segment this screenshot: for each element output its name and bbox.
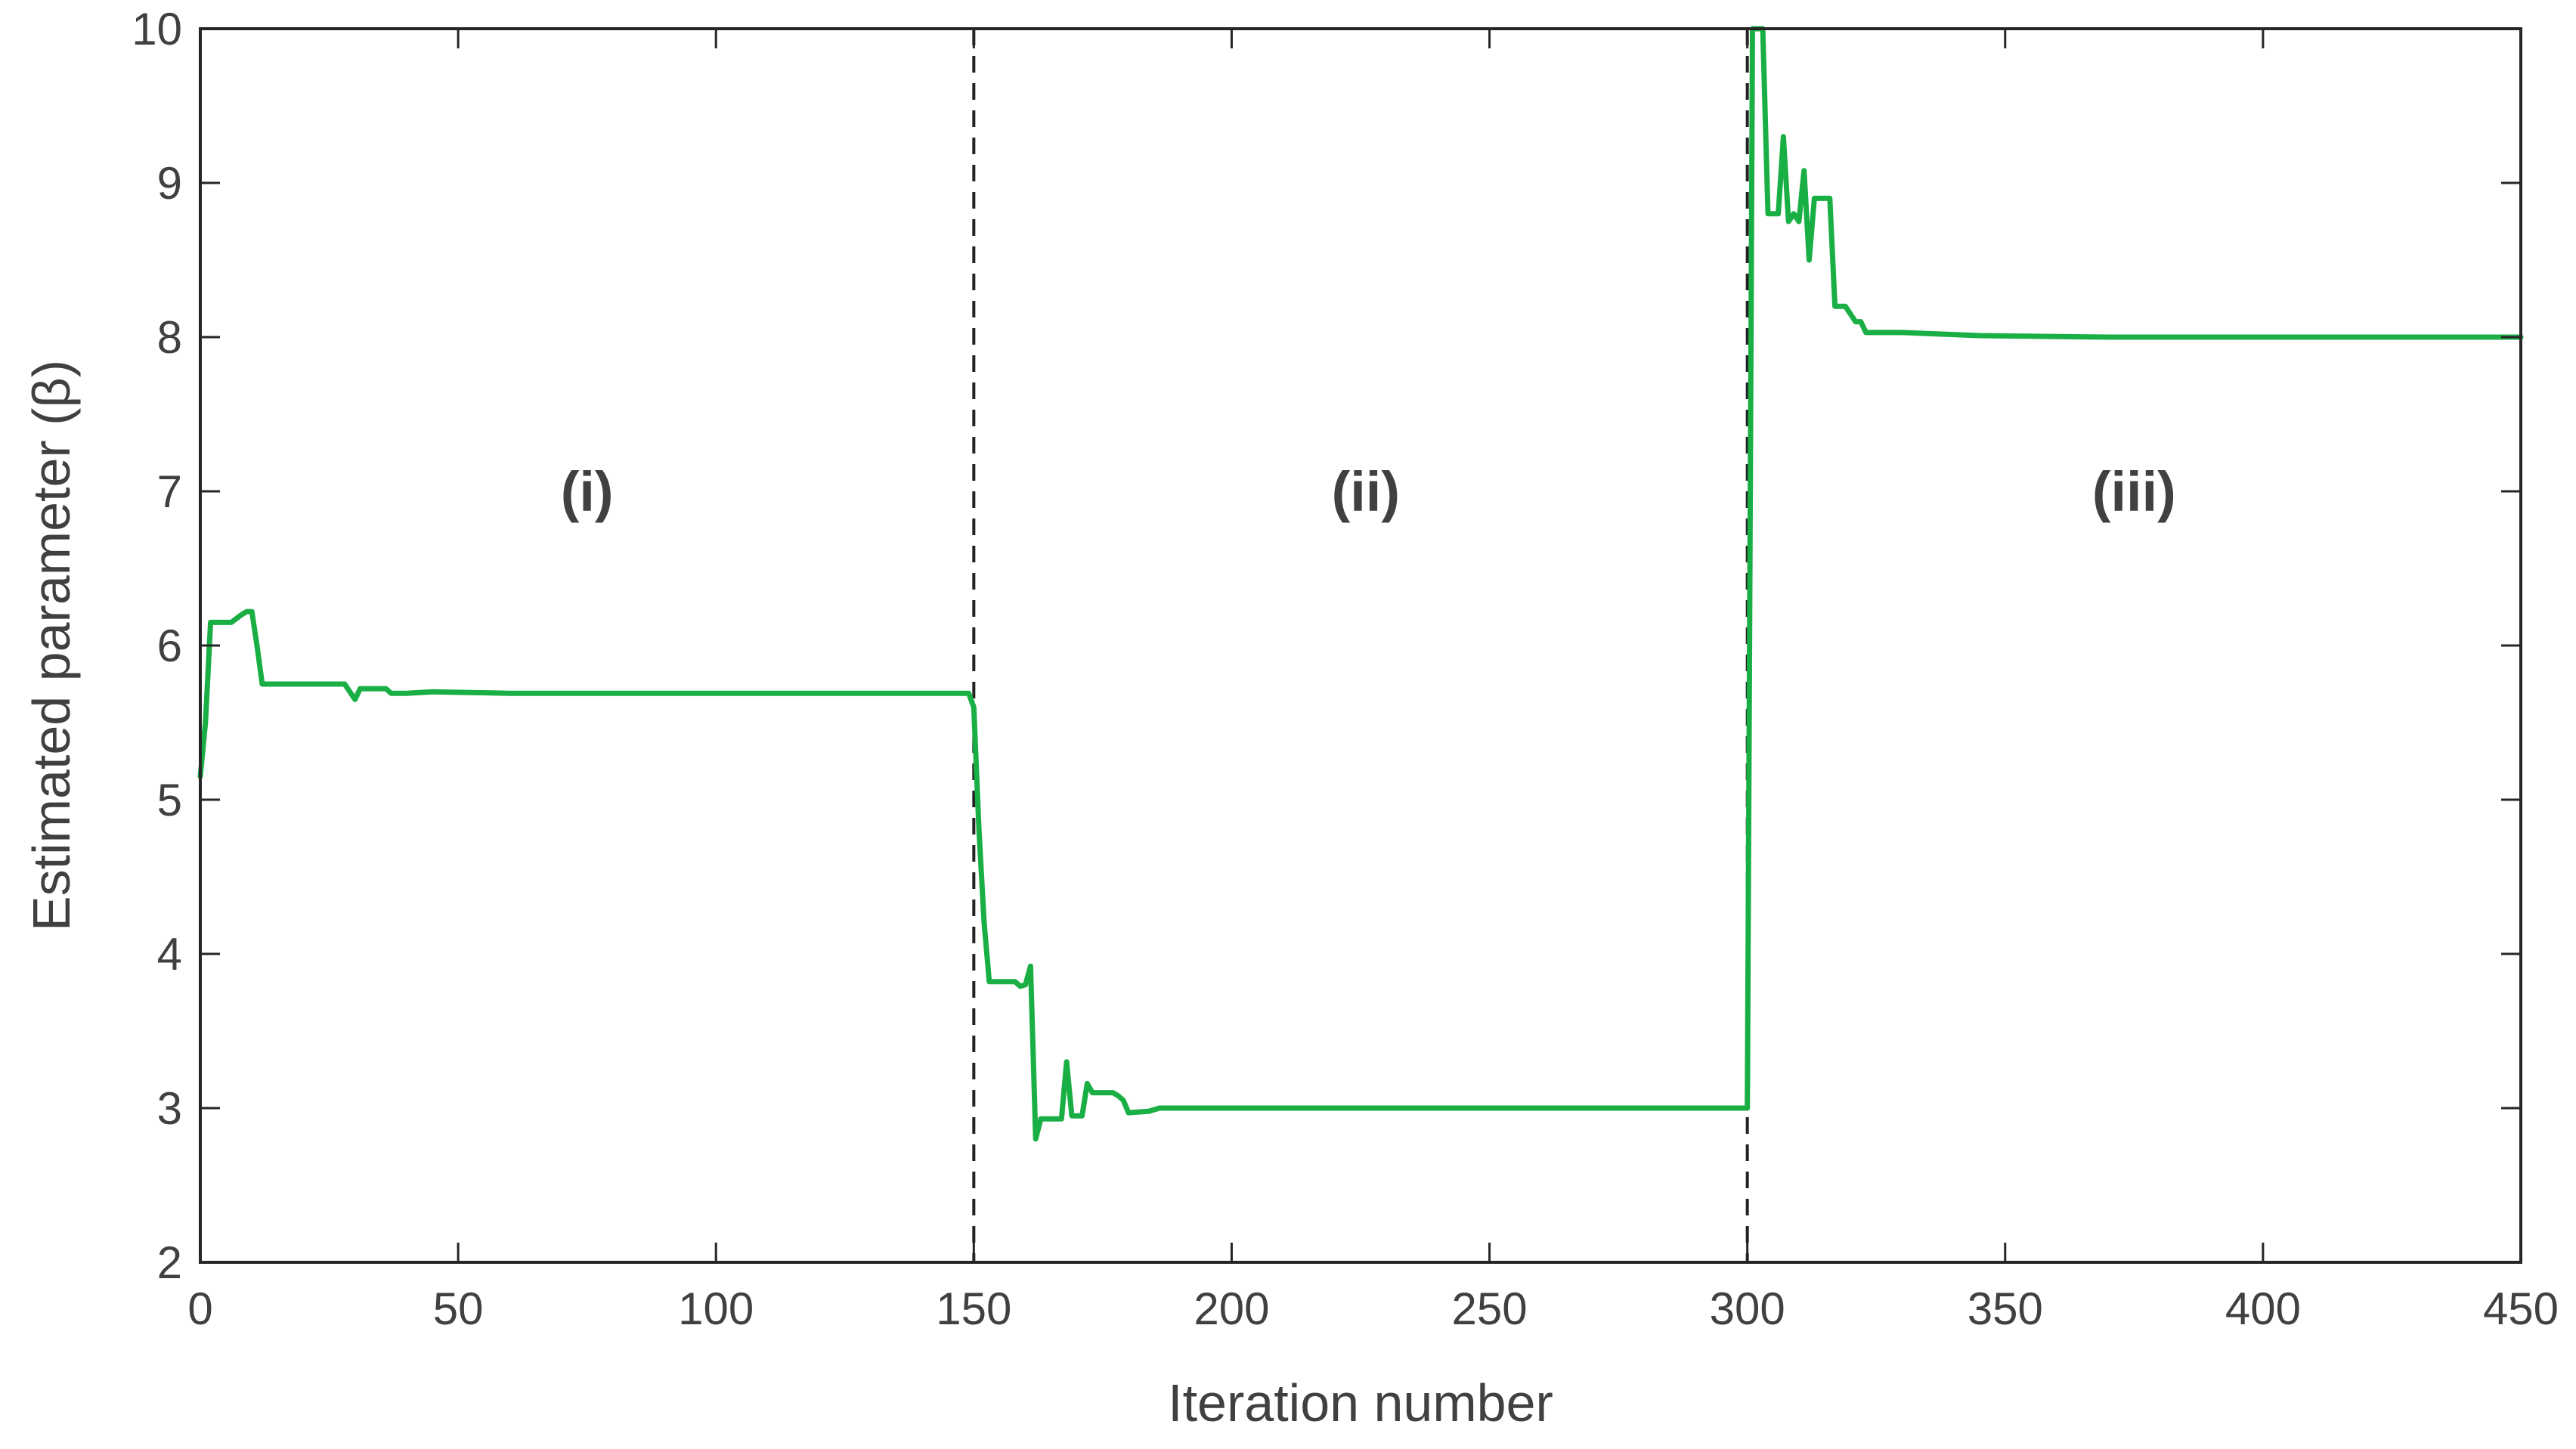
y-tick-label: 5 <box>157 775 182 825</box>
y-axis-label: Estimated parameter (β) <box>22 360 81 931</box>
x-tick-label: 0 <box>187 1283 212 1334</box>
x-tick-label: 350 <box>1968 1283 2043 1334</box>
x-tick-label: 150 <box>936 1283 1011 1334</box>
x-tick-label: 300 <box>1710 1283 1785 1334</box>
x-tick-label: 50 <box>433 1283 484 1334</box>
y-tick-label: 7 <box>157 466 182 517</box>
y-tick-label: 4 <box>157 929 182 980</box>
series-line <box>197 26 2524 1142</box>
y-tick-label: 3 <box>157 1083 182 1134</box>
y-tick-label: 2 <box>157 1237 182 1288</box>
x-axis-ticks: 0 50 100 150 200 250 300 350 400 450 <box>187 29 2559 1334</box>
y-tick-label: 8 <box>157 312 182 363</box>
x-axis-label: Iteration number <box>1168 1373 1553 1432</box>
x-tick-label: 450 <box>2483 1283 2559 1334</box>
region-label: (ii) <box>1332 460 1400 523</box>
series-layer <box>197 26 2524 1142</box>
region-divider-lines <box>972 29 1749 1262</box>
plot-area-frame <box>199 27 2522 1264</box>
region-labels: (i) (ii) (iii) <box>561 460 2176 523</box>
x-tick-label: 100 <box>678 1283 754 1334</box>
y-tick-label: 9 <box>157 158 182 209</box>
x-tick-label: 250 <box>1452 1283 1528 1334</box>
y-axis-ticks: 2 3 4 5 6 7 8 9 10 <box>132 4 2521 1288</box>
x-tick-label: 400 <box>2225 1283 2301 1334</box>
region-label: (i) <box>561 460 614 523</box>
y-tick-label: 6 <box>157 621 182 671</box>
y-tick-label: 10 <box>132 4 182 54</box>
region-label: (iii) <box>2092 460 2176 523</box>
x-tick-label: 200 <box>1194 1283 1269 1334</box>
